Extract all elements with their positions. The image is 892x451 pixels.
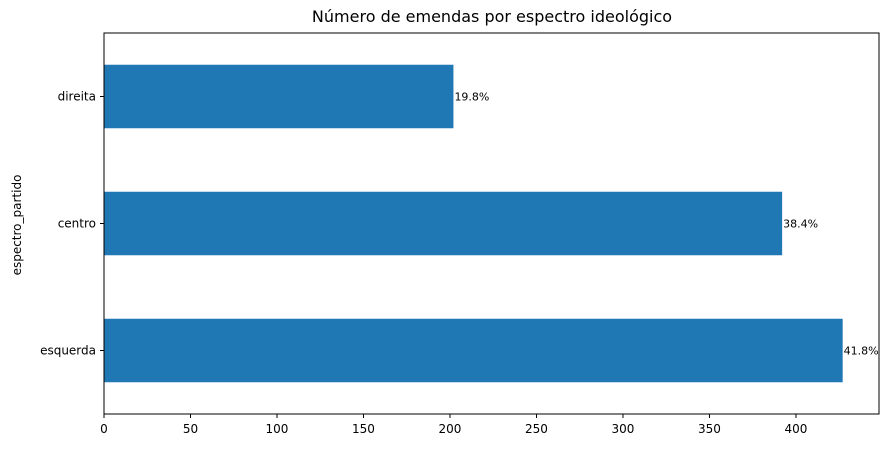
x-tick-label-0: 0 xyxy=(100,422,108,436)
x-tick-label-200: 200 xyxy=(439,422,462,436)
bar-direita xyxy=(104,64,454,129)
y-tick-label-esquerda: esquerda xyxy=(40,344,96,358)
x-tick-label-350: 350 xyxy=(698,422,721,436)
x-tick-label-50: 50 xyxy=(183,422,198,436)
x-tick-label-150: 150 xyxy=(352,422,375,436)
bar-centro xyxy=(104,191,783,256)
x-tick-label-400: 400 xyxy=(785,422,808,436)
x-tick-label-250: 250 xyxy=(525,422,548,436)
data-label-centro: 38.4% xyxy=(783,218,818,231)
y-axis-label: espectro_partido xyxy=(10,175,24,276)
plot-area-frame xyxy=(103,32,880,415)
y-axis-ticks: esquerda centro direita xyxy=(40,90,104,358)
y-tick-label-direita: direita xyxy=(58,90,96,104)
bar-esquerda xyxy=(104,318,843,383)
y-tick-label-centro: centro xyxy=(58,217,96,231)
x-axis-ticks: 0 50 100 150 200 250 300 350 400 xyxy=(100,414,807,436)
x-tick-label-100: 100 xyxy=(266,422,289,436)
data-labels-group: 41.8% 38.4% 19.8% xyxy=(454,91,878,358)
bars-group xyxy=(104,64,843,383)
data-label-esquerda: 41.8% xyxy=(844,345,879,358)
data-label-direita: 19.8% xyxy=(454,91,489,104)
x-tick-label-300: 300 xyxy=(612,422,635,436)
chart-title: Número de emendas por espectro ideológic… xyxy=(312,7,672,26)
